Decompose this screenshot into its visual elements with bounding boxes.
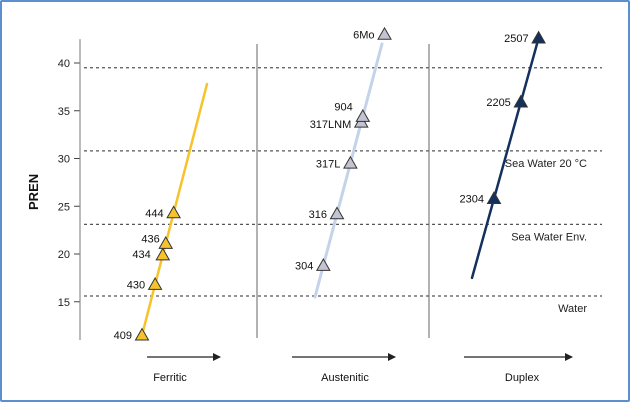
category-label-duplex: Duplex [505,372,540,384]
category-label-ferritic: Ferritic [153,372,187,384]
data-label-316: 316 [309,209,327,221]
reference-line-label: Water [558,303,587,315]
data-label-317LNM: 317LNM [310,119,352,131]
y-tick-label: 35 [58,106,70,118]
data-label-2205: 2205 [486,97,510,109]
data-point-6Mo [377,26,392,40]
trend-line-duplex [470,42,539,280]
data-label-6Mo: 6Mo [353,29,374,41]
y-tick-label: 25 [58,201,70,213]
data-point-904 [355,108,371,122]
data-point-304 [315,257,331,271]
data-point-2205 [513,94,529,108]
data-point-316 [329,206,345,220]
y-tick-label: 30 [58,154,70,166]
data-label-2304: 2304 [460,194,484,206]
data-label-434: 434 [132,249,150,261]
data-label-2507: 2507 [504,33,528,45]
reference-line-label: Sea Water Env. [511,231,587,243]
y-tick-label: 15 [58,297,70,309]
data-point-2304 [486,191,502,204]
data-point-317L [343,155,358,169]
y-axis-label: PREN [26,174,41,210]
data-label-409: 409 [114,330,132,342]
data-point-2507 [531,30,546,44]
data-point-434 [155,247,171,261]
pren-chart: PREN 15 20 25 30 35 40 Water Sea Water Env. Sea W… [26,26,602,384]
data-label-904: 904 [334,101,352,113]
data-label-317L: 317L [316,158,340,170]
data-point-444 [166,205,181,219]
reference-line-label: Sea Water 20 °C [505,158,587,170]
data-label-444: 444 [145,208,163,220]
data-label-304: 304 [295,260,313,272]
data-point-409 [134,327,150,341]
y-tick-label: 40 [58,58,70,70]
category-label-austenitic: Austenitic [321,372,369,384]
data-label-430: 430 [127,280,145,292]
data-label-436: 436 [141,233,159,245]
y-tick-label: 20 [58,249,70,261]
data-point-436 [158,235,174,249]
data-point-430 [147,277,163,290]
trend-line-austenitic [313,42,384,299]
